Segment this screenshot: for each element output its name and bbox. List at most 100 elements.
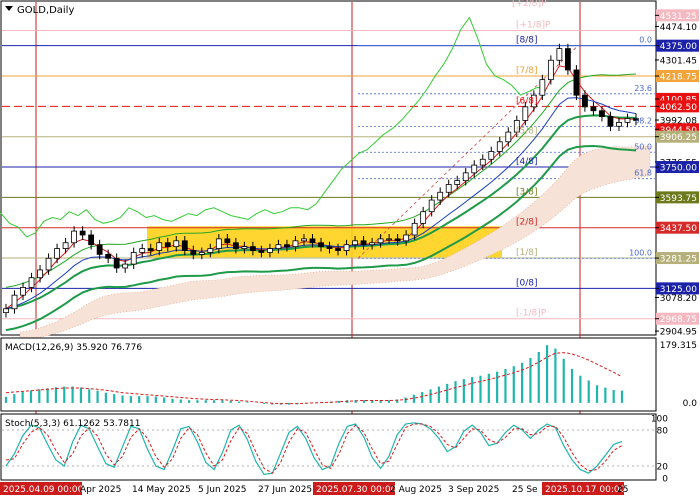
candle-body-50 [428, 199, 435, 213]
stoch-signal [5, 423, 623, 474]
price-tag-bg-13 [656, 221, 699, 234]
murrey-math-labels: [+1/8]P [8/8] [7/8] [6/8] [5/8] [4/8] [3/8] [2/… [512, 0, 551, 319]
macd-label: MACD(12,26,9) 35.920 76.776 [5, 343, 142, 353]
candle-body-25 [215, 238, 222, 249]
price-tag-bg-14 [656, 252, 699, 265]
murrey-label-4: [6/8] [516, 96, 538, 106]
candle-body-5 [45, 257, 52, 271]
date-label-1: Apr 2025 [80, 485, 121, 495]
date-tag-bg-9 [542, 482, 624, 495]
murrey-label-5: [5/8] [516, 127, 538, 137]
dropdown-triangle-icon[interactable] [5, 6, 13, 11]
murrey-label-10: [0/8] [516, 278, 538, 288]
candle-body-37 [318, 242, 324, 248]
fib-label-0: 0.0 [639, 36, 652, 45]
price-tick-label-4: 4218.75 [660, 73, 697, 83]
candle-body-57 [488, 151, 495, 160]
candle-body-34 [292, 240, 299, 248]
murrey-label-7: [3/8] [516, 187, 538, 197]
date-label-4: 27 Jun 2025 [258, 485, 312, 495]
candle-body-56 [479, 158, 486, 166]
stoch-tick-3: 0 [662, 475, 668, 485]
candle-body-19 [164, 242, 171, 248]
cloud-area [19, 145, 651, 341]
stoch-main [5, 422, 623, 476]
candle-body-24 [207, 248, 214, 253]
candle-body-13 [113, 257, 120, 269]
murrey-label-8: [2/8] [516, 218, 538, 228]
candle-body-43 [369, 242, 375, 246]
price-panel: [+1/8]P [8/8] [7/8] [6/8] [5/8] [4/8] [3/8] [2/… [0, 0, 657, 480]
murrey-label-9: [1/8] [516, 248, 538, 258]
candle-body-49 [420, 211, 427, 224]
macd-tick-top: 179.315 [660, 341, 697, 351]
candle-body-55 [471, 164, 478, 174]
candle-body-48 [411, 222, 418, 236]
fib-label-3: 50.0 [634, 142, 652, 151]
candle-body-44 [377, 238, 384, 244]
candle-body-53 [454, 180, 461, 185]
murrey-label-top: [+2/8]P [512, 0, 547, 9]
price-tag-bg-2 [656, 39, 699, 52]
price-tick-label-1: 4474.10 [660, 23, 697, 33]
price-tick-label-12: 3593.75 [660, 194, 697, 204]
candle-body-20 [173, 240, 180, 248]
candle-body-45 [386, 238, 393, 241]
date-label-8: 25 Se [512, 485, 538, 495]
candle-body-54 [462, 172, 469, 182]
candle-body-42 [360, 240, 367, 246]
candle-body-64 [547, 59, 554, 81]
fib-label-4: 61.8 [634, 169, 652, 178]
candle-body-52 [445, 184, 452, 193]
candlesticks [3, 43, 639, 318]
candle-body-62 [530, 94, 537, 108]
murrey-label-3: [7/8] [516, 66, 538, 76]
date-tag-bg-5 [313, 482, 395, 495]
candle-body-28 [241, 246, 248, 249]
candle-body-4 [37, 269, 43, 279]
price-tag-bg-0 [656, 9, 699, 22]
murrey-label-1: [+1/8]P [516, 21, 551, 31]
price-tag-bg-17 [656, 312, 699, 325]
price-tick-label-0: 4531.25 [660, 12, 697, 22]
date-label-3: 5 Jun 2025 [198, 485, 246, 495]
candle-body-51 [437, 191, 444, 201]
price-tag-bg-6 [656, 100, 699, 113]
price-tag-bg-12 [656, 191, 699, 204]
price-tick-label-9: 3906.25 [660, 133, 697, 143]
candle-body-69 [590, 106, 597, 112]
ichimoku-cloud [19, 145, 651, 341]
candle-body-35 [301, 238, 307, 242]
stochastic-panel: Stoch(5,3,3) 61.1262 53.7811 [0, 413, 657, 481]
symbol-header: GOLD,Daily [5, 5, 74, 16]
candle-body-71 [607, 116, 614, 127]
candle-body-65 [556, 48, 563, 61]
date-label-7: 3 Sep 2025 [448, 485, 499, 495]
candle-body-73 [624, 118, 631, 123]
stoch-label: Stoch(5,3,3) 61.1262 53.7811 [5, 419, 140, 429]
murrey-label-6: [4/8] [516, 157, 538, 167]
candle-body-40 [343, 244, 350, 251]
candle-body-60 [513, 120, 520, 133]
candle-body-63 [539, 79, 546, 96]
macd-signal-path [5, 352, 623, 405]
candle-body-33 [284, 244, 290, 248]
candle-body-3 [28, 277, 35, 288]
candle-body-66 [564, 48, 571, 71]
candle-body-8 [71, 230, 78, 244]
candle-body-6 [54, 248, 60, 259]
candle-body-11 [96, 244, 103, 255]
candle-body-21 [181, 240, 188, 251]
date-label-10: 25 [617, 485, 628, 495]
symbol-label: GOLD,Daily [17, 5, 74, 16]
murrey-label-11: [-1/8]P [516, 309, 547, 319]
murrey-label-2: [8/8] [516, 36, 538, 46]
price-tag-bg-4 [656, 70, 699, 83]
candle-body-32 [275, 244, 282, 249]
date-label-9: 2025.10.17 00:00 [545, 485, 626, 495]
date-label-6: 2 Aug 2025 [390, 485, 442, 495]
stoch-tick-0: 100 [651, 415, 668, 425]
price-tick-label-6: 4062.50 [660, 103, 697, 113]
price-axis: 4531.254474.104375.004301.454218.754100.… [655, 9, 699, 338]
